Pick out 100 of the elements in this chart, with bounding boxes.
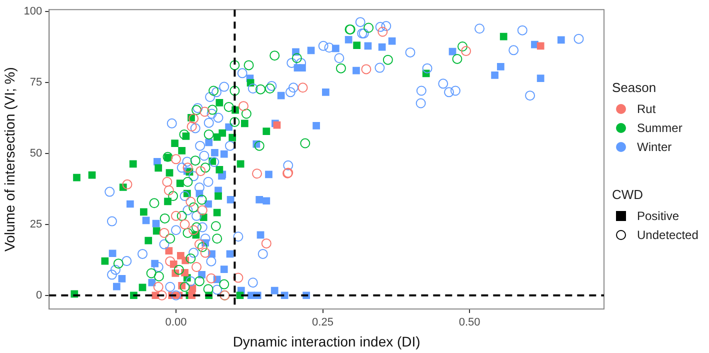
point (261, 238, 272, 248)
point (262, 128, 270, 136)
point (171, 140, 178, 147)
point (204, 129, 214, 140)
legend-label: Winter (637, 140, 672, 154)
point (192, 262, 202, 272)
point (179, 129, 190, 140)
point (491, 71, 498, 79)
point (151, 260, 159, 268)
point (210, 221, 221, 232)
legend-label: Summer (637, 120, 682, 134)
point (165, 256, 176, 266)
point (113, 258, 124, 269)
point (188, 114, 199, 124)
point (148, 278, 156, 286)
point (186, 122, 197, 132)
point (180, 219, 190, 230)
point (277, 92, 285, 100)
point (170, 154, 181, 164)
point (182, 162, 193, 173)
legend-label: Rut (637, 102, 656, 116)
point (197, 205, 208, 216)
point (108, 250, 116, 258)
point (152, 220, 160, 228)
point (146, 268, 156, 278)
point (186, 196, 196, 207)
point (188, 225, 199, 236)
point (298, 82, 308, 93)
text: Positive (637, 208, 680, 222)
x-tick-label: 0.25 (312, 316, 334, 329)
point (233, 272, 244, 283)
point (176, 180, 184, 187)
point (307, 46, 315, 54)
y-tick-label: 50 (30, 148, 42, 160)
point (207, 104, 218, 115)
point (165, 247, 173, 255)
point (230, 86, 240, 96)
point (101, 257, 109, 265)
point (225, 123, 232, 131)
point (138, 284, 146, 292)
x-tick-label: 0.50 (458, 316, 480, 329)
point (240, 120, 248, 128)
point (213, 133, 221, 141)
point (182, 176, 193, 187)
point (152, 227, 160, 235)
point (228, 134, 236, 142)
point (378, 43, 386, 51)
point (241, 108, 252, 119)
point (230, 60, 240, 70)
point (165, 234, 176, 244)
point (176, 210, 187, 221)
point (176, 252, 184, 260)
point (160, 213, 170, 224)
point (164, 198, 172, 206)
legend-title: Season (612, 80, 658, 95)
point (219, 279, 230, 290)
point (461, 46, 472, 56)
y-tick-label: 0 (36, 289, 42, 302)
point (452, 54, 462, 64)
point (382, 54, 393, 65)
point (206, 273, 216, 284)
point (236, 160, 244, 168)
point (73, 174, 80, 182)
point (180, 282, 190, 292)
point (220, 266, 228, 273)
point (194, 276, 204, 286)
point (388, 37, 396, 45)
point (536, 42, 544, 50)
point (154, 158, 161, 166)
point (265, 170, 272, 178)
point (364, 22, 374, 33)
point (170, 210, 181, 221)
point (196, 166, 206, 176)
point (216, 99, 224, 106)
point (200, 248, 210, 258)
point (129, 160, 137, 168)
point (164, 185, 174, 196)
point (140, 208, 148, 216)
y-tick-label: 25 (30, 218, 42, 230)
x-tick-label: 0.00 (165, 316, 187, 329)
point (557, 36, 565, 44)
point (352, 66, 360, 74)
text: CWD (612, 187, 644, 202)
point (298, 64, 306, 72)
point (292, 53, 302, 64)
point (378, 26, 388, 37)
point (336, 63, 346, 74)
point (270, 50, 280, 61)
point (182, 228, 193, 238)
point (264, 83, 275, 94)
point (149, 198, 160, 208)
point (153, 282, 164, 292)
point (300, 138, 310, 148)
point (256, 84, 266, 94)
point (216, 166, 224, 174)
point (213, 208, 221, 216)
point (194, 239, 204, 250)
point (126, 200, 134, 208)
point (256, 196, 264, 204)
point (500, 32, 508, 40)
